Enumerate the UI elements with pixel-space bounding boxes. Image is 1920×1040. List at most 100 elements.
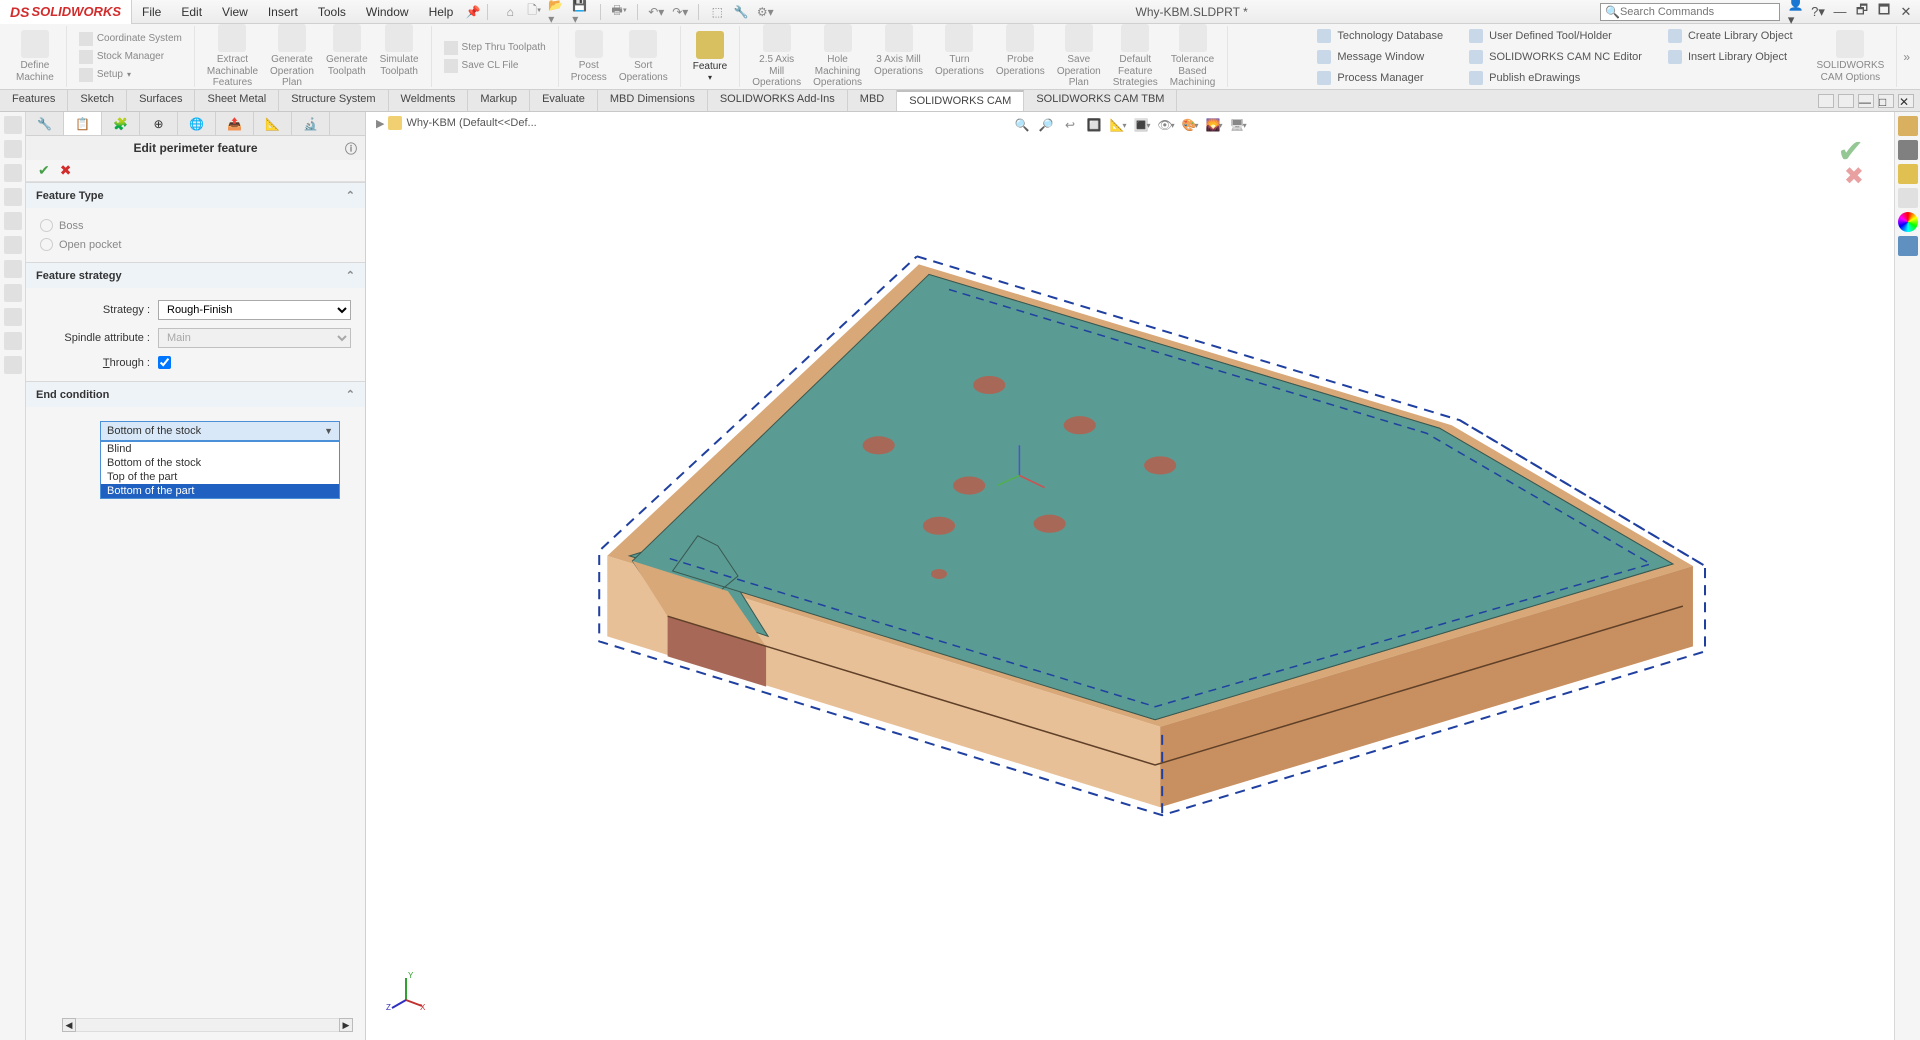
help-icon[interactable]: 👤▾	[1788, 4, 1804, 20]
dd-option[interactable]: Blind	[101, 442, 339, 456]
tab-mbd-dimensions[interactable]: MBD Dimensions	[598, 90, 708, 111]
dd-option[interactable]: Bottom of the stock	[101, 456, 339, 470]
dd-option[interactable]: Top of the part	[101, 470, 339, 484]
edit-appearance-icon[interactable]: 🎨▾	[1179, 114, 1201, 136]
home-icon[interactable]: ⌂	[500, 2, 520, 22]
25axis-button[interactable]: 2.5 Axis Mill Operations	[746, 22, 807, 91]
panel-tab-8[interactable]: 🔬	[292, 112, 330, 135]
collapse-icon[interactable]: ⌃	[346, 269, 355, 282]
tab-features[interactable]: Features	[0, 90, 68, 111]
tab-weldments[interactable]: Weldments	[389, 90, 469, 111]
viewport-min-button[interactable]: —	[1858, 94, 1874, 108]
rvtb-icon-2[interactable]	[1898, 140, 1918, 160]
coord-system-button[interactable]: Coordinate System	[73, 30, 188, 48]
hide-show-icon[interactable]: 👁▾	[1155, 114, 1177, 136]
prev-view-icon[interactable]: ↩	[1059, 114, 1081, 136]
collapse-icon[interactable]: ⌃	[346, 388, 355, 401]
vtb-icon-10[interactable]	[4, 332, 22, 350]
save-icon[interactable]: 💾▾	[572, 2, 592, 22]
menu-window[interactable]: Window	[356, 1, 419, 23]
view-orient-icon[interactable]: 📐▾	[1107, 114, 1129, 136]
vtb-icon-9[interactable]	[4, 308, 22, 326]
ribbon-overflow-icon[interactable]: »	[1897, 26, 1916, 87]
zoom-area-icon[interactable]: 🔎	[1035, 114, 1057, 136]
ribbon-link[interactable]: Technology Database	[1313, 27, 1447, 45]
minimize-button[interactable]: —	[1832, 4, 1848, 20]
through-checkbox[interactable]	[158, 356, 171, 369]
zoom-fit-icon[interactable]: 🔍	[1011, 114, 1033, 136]
ribbon-link[interactable]: SOLIDWORKS CAM NC Editor	[1465, 48, 1646, 66]
vtb-icon-7[interactable]	[4, 260, 22, 278]
define-machine-button[interactable]: Define Machine	[10, 28, 60, 85]
vtb-icon-8[interactable]	[4, 284, 22, 302]
rvtb-home-icon[interactable]	[1898, 116, 1918, 136]
panel-tab-7[interactable]: 📐	[254, 112, 292, 135]
menu-help[interactable]: Help	[419, 1, 464, 23]
default-strategies-button[interactable]: Default Feature Strategies	[1107, 22, 1164, 91]
ribbon-link[interactable]: Publish eDrawings	[1465, 69, 1646, 87]
vtb-icon-11[interactable]	[4, 356, 22, 374]
scroll-right-icon[interactable]: ▶	[339, 1018, 353, 1032]
menu-tools[interactable]: Tools	[308, 1, 356, 23]
tab-sketch[interactable]: Sketch	[68, 90, 127, 111]
tab-surfaces[interactable]: Surfaces	[127, 90, 195, 111]
close-button[interactable]: ✕	[1898, 4, 1914, 20]
vtb-icon-5[interactable]	[4, 212, 22, 230]
generate-op-plan-button[interactable]: Generate Operation Plan	[264, 22, 320, 91]
feature-type-header[interactable]: Feature Type ⌃	[26, 183, 365, 208]
vtb-icon-2[interactable]	[4, 140, 22, 158]
tab-evaluate[interactable]: Evaluate	[530, 90, 598, 111]
pin-icon[interactable]: 📌	[463, 2, 483, 22]
apply-scene-icon[interactable]: 🌄▾	[1203, 114, 1225, 136]
3axis-button[interactable]: 3 Axis Mill Operations	[868, 22, 929, 91]
new-icon[interactable]: 🗋▾	[524, 2, 544, 22]
viewport-close-button[interactable]: ✕	[1898, 94, 1914, 108]
help-icon[interactable]: ⓘ	[345, 140, 357, 157]
end-condition-header[interactable]: End condition ⌃	[26, 382, 365, 407]
vtb-icon-6[interactable]	[4, 236, 22, 254]
open-icon[interactable]: 📂▾	[548, 2, 568, 22]
end-condition-select[interactable]: Bottom of the stock ▼	[100, 421, 340, 441]
view-settings-icon[interactable]: 🖥▾	[1227, 114, 1249, 136]
tab-mbd[interactable]: MBD	[848, 90, 897, 111]
boss-radio[interactable]: Boss	[40, 216, 351, 235]
panel-horizontal-scrollbar[interactable]: ◀ ▶	[62, 1018, 353, 1032]
viewport-expand-button[interactable]	[1818, 94, 1834, 108]
ribbon-link[interactable]: User Defined Tool/Holder	[1465, 27, 1646, 45]
options-icon[interactable]: ⚙▾	[755, 2, 775, 22]
display-style-icon[interactable]: 🔳▾	[1131, 114, 1153, 136]
setup-button[interactable]: Setup▾	[73, 66, 137, 84]
tab-solidworks-add-ins[interactable]: SOLIDWORKS Add-Ins	[708, 90, 848, 111]
rvtb-icon-3[interactable]	[1898, 164, 1918, 184]
dd-option[interactable]: Bottom of the part	[101, 484, 339, 498]
menu-file[interactable]: File	[132, 1, 171, 23]
tab-sheet-metal[interactable]: Sheet Metal	[195, 90, 279, 111]
sort-ops-button[interactable]: Sort Operations	[613, 28, 674, 85]
tab-solidworks-cam-tbm[interactable]: SOLIDWORKS CAM TBM	[1024, 90, 1177, 111]
hole-machining-button[interactable]: Hole Machining Operations	[807, 22, 868, 91]
rebuild-icon[interactable]: 🔧	[731, 2, 751, 22]
viewport-max-button[interactable]: □	[1878, 94, 1894, 108]
undo-icon[interactable]: ↶▾	[646, 2, 666, 22]
stock-manager-button[interactable]: Stock Manager	[73, 48, 170, 66]
select-icon[interactable]: ⬚	[707, 2, 727, 22]
print-icon[interactable]: 🖶▾	[609, 2, 629, 22]
turn-ops-button[interactable]: Turn Operations	[929, 22, 990, 91]
rvtb-appearance-icon[interactable]	[1898, 212, 1918, 232]
panel-tab-2[interactable]: 📋	[64, 112, 102, 135]
ribbon-link[interactable]: Process Manager	[1313, 69, 1447, 87]
section-view-icon[interactable]: 🔲	[1083, 114, 1105, 136]
cam-options-button[interactable]: SOLIDWORKS CAM Options	[1811, 28, 1891, 85]
probe-ops-button[interactable]: Probe Operations	[990, 22, 1051, 91]
ribbon-link[interactable]: Insert Library Object	[1664, 48, 1797, 66]
scroll-left-icon[interactable]: ◀	[62, 1018, 76, 1032]
tab-markup[interactable]: Markup	[468, 90, 530, 111]
panel-tab-4[interactable]: ⊕	[140, 112, 178, 135]
vtb-icon-1[interactable]	[4, 116, 22, 134]
breadcrumb[interactable]: ▶ Why-KBM (Default<<Def...	[376, 116, 537, 130]
save-cl-button[interactable]: Save CL File	[438, 57, 525, 75]
tab-structure-system[interactable]: Structure System	[279, 90, 388, 111]
tolerance-button[interactable]: Tolerance Based Machining	[1164, 22, 1222, 91]
panel-tab-1[interactable]: 🔧	[26, 112, 64, 135]
panel-tab-3[interactable]: 🧩	[102, 112, 140, 135]
